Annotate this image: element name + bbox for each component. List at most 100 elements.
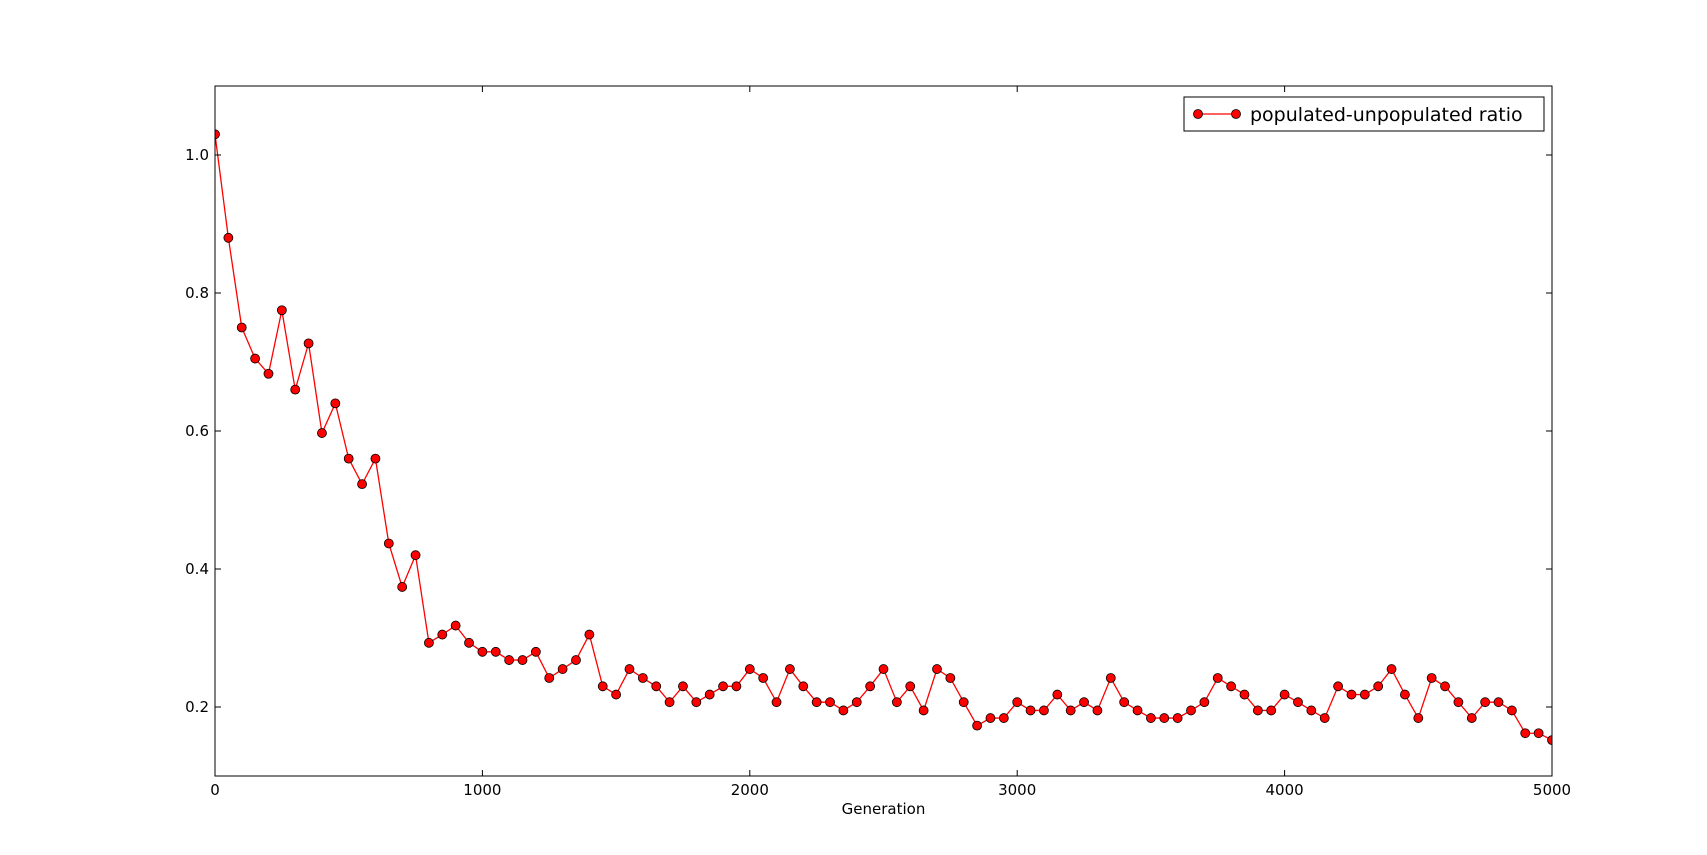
data-point bbox=[303, 338, 314, 349]
data-point bbox=[1373, 681, 1384, 692]
data-point bbox=[236, 322, 247, 333]
x-axis: 0 1000 2000 3000 4000 5000 bbox=[210, 86, 1571, 799]
data-point bbox=[637, 673, 648, 683]
x-tick-label: 4000 bbox=[1266, 781, 1304, 799]
data-point bbox=[477, 646, 488, 657]
y-tick-label: 0.8 bbox=[185, 284, 209, 302]
data-point bbox=[891, 697, 902, 708]
data-point bbox=[263, 368, 274, 379]
data-point bbox=[1346, 689, 1357, 700]
data-point bbox=[771, 697, 782, 708]
data-point bbox=[1426, 673, 1437, 683]
data-point bbox=[1533, 728, 1544, 739]
x-tick-label: 0 bbox=[210, 781, 220, 799]
data-point bbox=[624, 664, 635, 674]
data-point bbox=[1226, 681, 1237, 692]
data-point bbox=[905, 681, 916, 692]
data-point bbox=[611, 689, 621, 700]
data-point bbox=[397, 582, 408, 592]
data-point bbox=[731, 681, 742, 692]
data-point bbox=[1159, 713, 1170, 723]
data-point bbox=[1466, 713, 1477, 723]
data-point bbox=[530, 646, 541, 657]
data-point bbox=[584, 629, 595, 640]
data-point bbox=[1119, 697, 1130, 708]
data-point bbox=[1440, 681, 1450, 692]
data-point bbox=[1413, 713, 1424, 723]
data-point bbox=[1506, 705, 1517, 716]
data-point bbox=[851, 697, 862, 708]
data-point bbox=[357, 479, 367, 490]
data-point bbox=[918, 705, 929, 716]
data-point bbox=[1359, 689, 1370, 700]
x-tick-label: 1000 bbox=[463, 781, 501, 799]
data-point bbox=[1306, 705, 1317, 716]
data-point bbox=[785, 664, 795, 674]
data-point bbox=[811, 697, 822, 708]
x-tick-label: 3000 bbox=[998, 781, 1036, 799]
data-point bbox=[1172, 713, 1183, 723]
data-point bbox=[1252, 705, 1263, 716]
x-tick-label: 2000 bbox=[731, 781, 769, 799]
data-point bbox=[758, 673, 769, 683]
data-point bbox=[1012, 697, 1023, 708]
legend-marker bbox=[1231, 109, 1241, 119]
data-point bbox=[865, 681, 876, 692]
x-tick-label: 5000 bbox=[1533, 781, 1571, 799]
data-point bbox=[410, 550, 421, 561]
data-point bbox=[343, 453, 354, 464]
data-point bbox=[1065, 705, 1076, 716]
data-point bbox=[330, 398, 341, 409]
plot-area bbox=[215, 129, 1552, 746]
data-point bbox=[1025, 705, 1036, 716]
data-point bbox=[985, 713, 996, 723]
data-point bbox=[838, 705, 849, 716]
data-point bbox=[383, 538, 394, 549]
data-point bbox=[370, 453, 381, 464]
data-point bbox=[1239, 689, 1250, 700]
data-point bbox=[678, 681, 688, 692]
y-tick-label: 0.4 bbox=[185, 560, 209, 578]
data-point bbox=[958, 697, 969, 708]
data-point bbox=[972, 720, 982, 731]
y-axis: 0.2 0.4 0.6 0.8 1.0 bbox=[185, 146, 1552, 716]
data-point bbox=[571, 655, 581, 665]
data-point bbox=[798, 681, 809, 692]
series-group bbox=[215, 129, 1552, 746]
data-point bbox=[998, 713, 1009, 723]
data-point bbox=[215, 129, 220, 140]
legend-label: populated-unpopulated ratio bbox=[1250, 104, 1523, 126]
data-point bbox=[932, 664, 942, 674]
data-point bbox=[1052, 689, 1063, 700]
x-axis-label: Generation bbox=[842, 800, 926, 818]
data-point bbox=[878, 664, 889, 674]
data-point bbox=[1480, 697, 1491, 708]
data-point bbox=[718, 681, 728, 692]
y-tick-label: 1.0 bbox=[185, 146, 209, 164]
data-point bbox=[1333, 681, 1343, 692]
data-point bbox=[290, 384, 301, 395]
data-point bbox=[517, 655, 528, 665]
data-point bbox=[544, 673, 555, 683]
data-point bbox=[1386, 664, 1397, 674]
data-point bbox=[1400, 689, 1410, 700]
data-point bbox=[1105, 673, 1116, 683]
data-point bbox=[504, 655, 515, 665]
data-point bbox=[691, 697, 702, 708]
data-point bbox=[1319, 713, 1330, 723]
data-point bbox=[1039, 705, 1049, 716]
data-point bbox=[490, 646, 501, 657]
data-point bbox=[664, 697, 675, 708]
data-point bbox=[1092, 705, 1103, 716]
data-point bbox=[1279, 689, 1290, 700]
data-point bbox=[1493, 697, 1504, 708]
data-point bbox=[276, 305, 287, 316]
data-point bbox=[1266, 705, 1277, 716]
data-point bbox=[1132, 705, 1143, 716]
data-point bbox=[464, 637, 474, 648]
data-point bbox=[317, 428, 327, 438]
data-point bbox=[704, 689, 715, 700]
y-tick-label: 0.2 bbox=[185, 698, 209, 716]
data-point bbox=[424, 637, 434, 648]
data-point bbox=[1293, 697, 1303, 708]
